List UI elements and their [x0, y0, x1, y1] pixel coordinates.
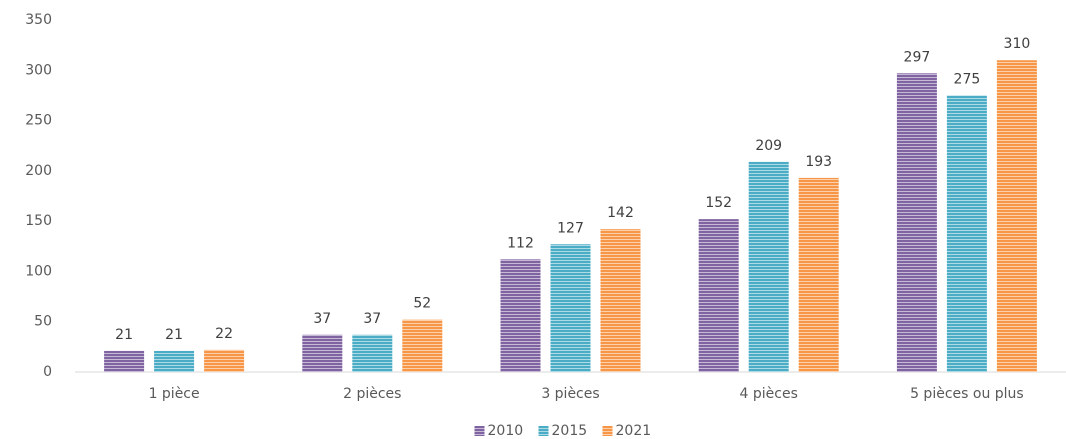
bar	[302, 334, 343, 372]
bar	[600, 229, 641, 372]
data-label: 209	[755, 138, 782, 154]
bar	[748, 161, 789, 372]
data-label: 112	[507, 235, 534, 251]
data-label: 193	[805, 154, 832, 170]
y-tick-label: 200	[25, 163, 52, 179]
x-tick-label: 4 pièces	[740, 386, 798, 402]
bar	[352, 334, 393, 372]
x-tick-label: 1 pièce	[149, 386, 200, 402]
data-label: 297	[904, 49, 931, 65]
bar	[402, 319, 443, 372]
x-tick-label: 2 pièces	[343, 386, 401, 402]
bar	[204, 349, 245, 372]
legend-swatch	[602, 426, 613, 436]
data-label: 37	[313, 311, 331, 327]
bar	[798, 177, 839, 372]
bar	[896, 73, 937, 372]
x-tick-label: 3 pièces	[541, 386, 599, 402]
y-tick-label: 50	[34, 314, 52, 330]
data-label: 142	[607, 205, 634, 221]
y-tick-label: 100	[25, 263, 52, 279]
data-label: 310	[1004, 36, 1031, 52]
legend-label: 2015	[552, 423, 588, 439]
legend-swatch	[474, 426, 485, 436]
bar	[500, 259, 541, 372]
data-label: 21	[115, 327, 133, 343]
x-tick-label: 5 pièces ou plus	[910, 386, 1024, 402]
y-tick-label: 250	[25, 113, 52, 129]
data-label: 37	[363, 311, 381, 327]
bar	[946, 95, 987, 372]
data-label: 152	[705, 195, 732, 211]
y-tick-label: 350	[25, 12, 52, 28]
legend-label: 2010	[488, 423, 524, 439]
data-label: 275	[954, 71, 981, 87]
data-label: 21	[165, 327, 183, 343]
bar	[104, 350, 145, 372]
data-label: 127	[557, 220, 584, 236]
y-tick-label: 150	[25, 213, 52, 229]
bar	[698, 219, 739, 372]
y-tick-label: 0	[43, 364, 52, 380]
data-label: 22	[215, 326, 233, 342]
legend-swatch	[538, 426, 549, 436]
bar	[154, 350, 195, 372]
y-tick-label: 300	[25, 62, 52, 78]
bar	[996, 60, 1037, 372]
bar	[550, 244, 591, 372]
legend-label: 2021	[616, 423, 652, 439]
data-label: 52	[413, 296, 431, 312]
